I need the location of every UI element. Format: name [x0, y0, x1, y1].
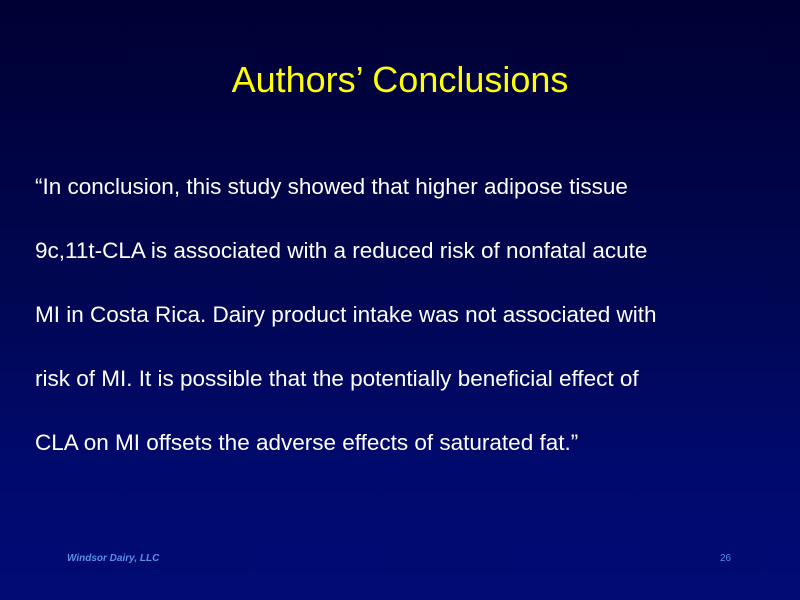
quote-line-5: CLA on MI offsets the adverse effects of… — [35, 430, 579, 455]
conclusion-quote: “In conclusion, this study showed that h… — [35, 171, 785, 491]
quote-line-4: risk of MI. It is possible that the pote… — [35, 366, 639, 391]
footer-page-number: 26 — [720, 553, 732, 564]
footer-company-name: Windsor Dairy, LLC — [67, 553, 160, 564]
quote-line-2: 9c,11t-CLA is associated with a reduced … — [35, 238, 648, 263]
quote-line-3: MI in Costa Rica. Dairy product intake w… — [35, 302, 657, 327]
quote-line-1: “In conclusion, this study showed that h… — [35, 174, 628, 199]
slide-title: Authors’ Conclusions — [231, 59, 569, 100]
